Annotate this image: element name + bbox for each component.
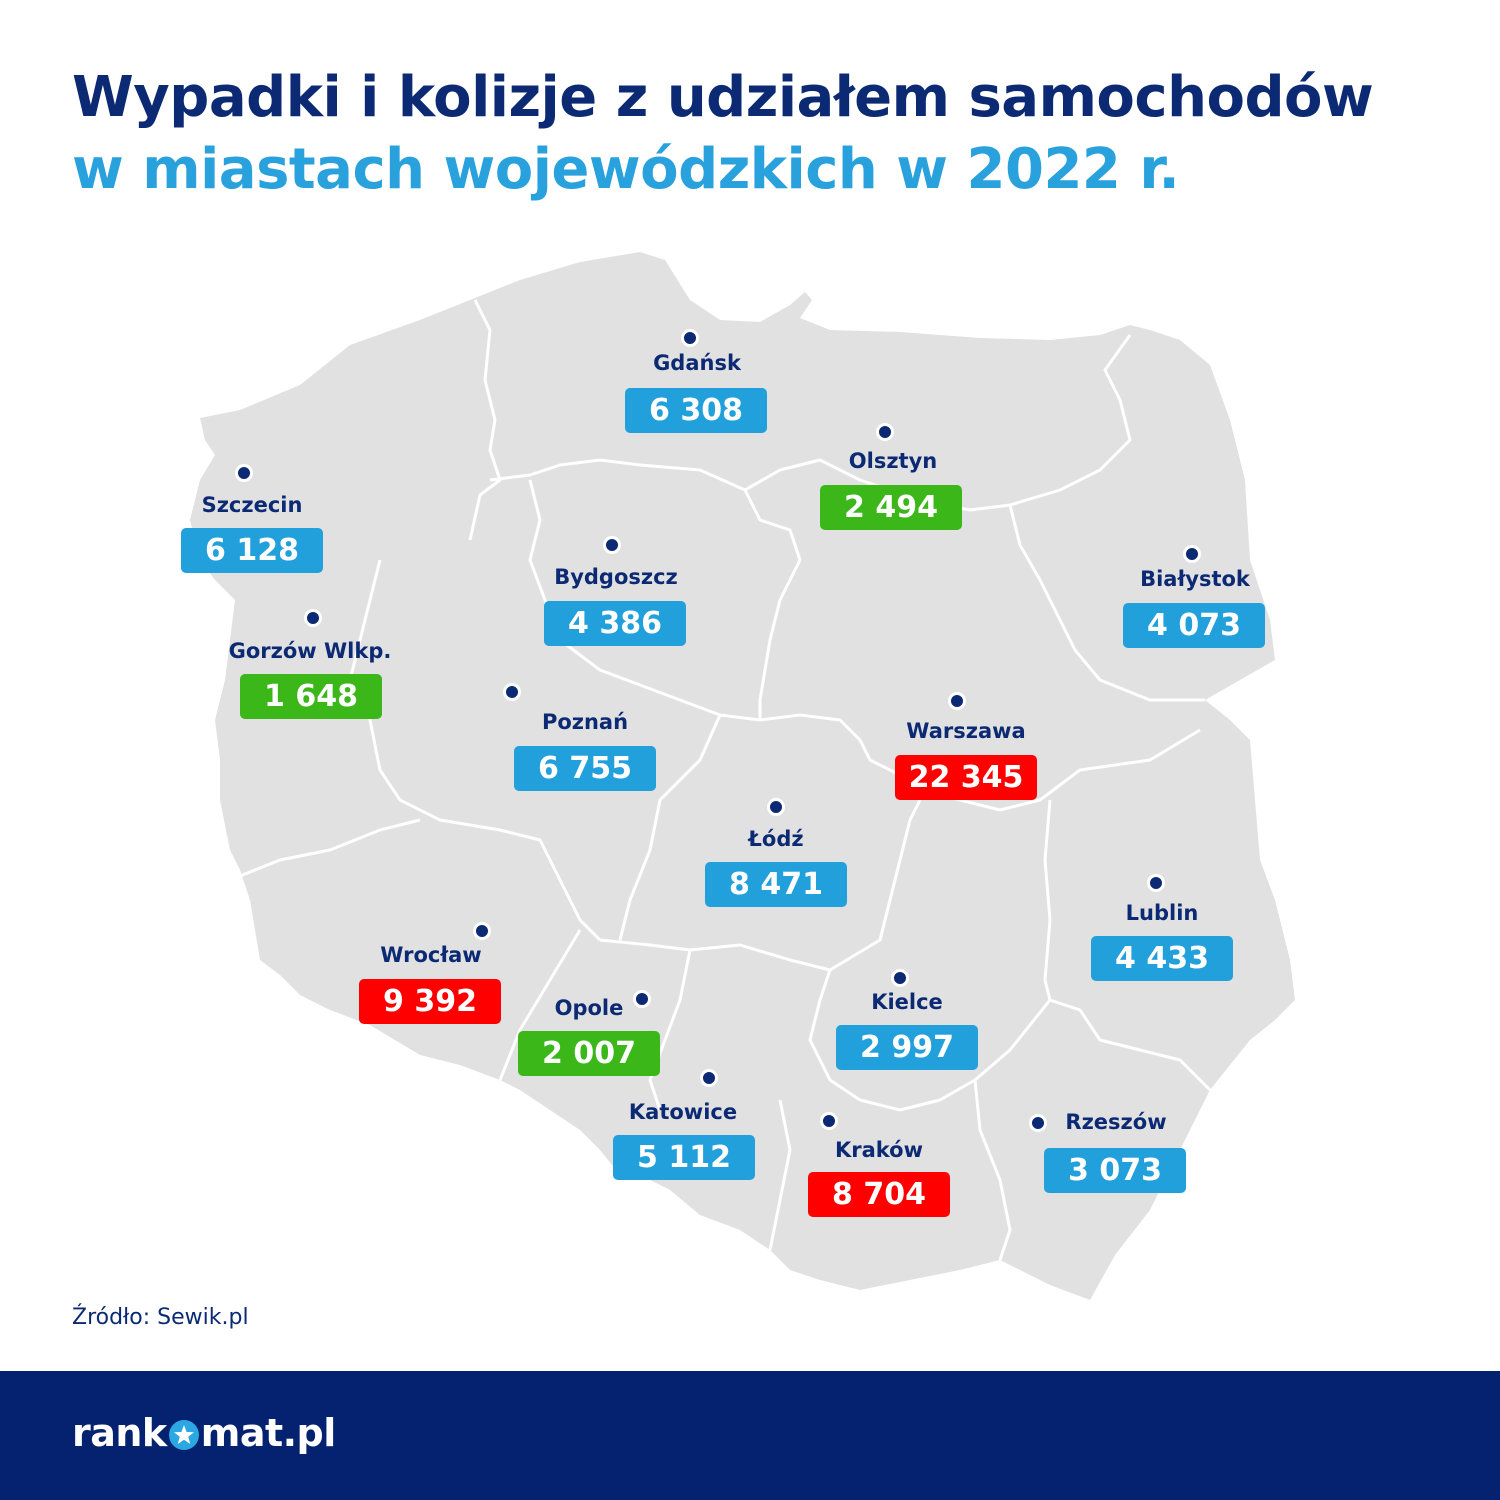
city-name: Gorzów Wlkp. (228, 639, 392, 663)
city-dot-icon (235, 464, 253, 482)
city-name: Kielce (871, 990, 943, 1014)
city-name: Olsztyn (848, 449, 938, 473)
footer-bar: rank mat.pl (0, 1371, 1500, 1500)
city-name: Rzeszów (1065, 1110, 1167, 1134)
voivodeship-borders (229, 299, 1212, 1261)
city-dot-icon (1147, 874, 1165, 892)
city-dot-icon (891, 969, 909, 987)
city-value-badge: 9 392 (359, 979, 501, 1024)
city-dot-icon (820, 1112, 838, 1130)
city-value-badge: 2 997 (836, 1025, 978, 1070)
city-dot-icon (603, 536, 621, 554)
logo-text-right: mat.pl (200, 1411, 337, 1455)
star-icon (168, 1420, 199, 1450)
city-name: Bydgoszcz (554, 565, 678, 589)
city-name: Białystok (1140, 567, 1250, 591)
city-value-badge: 2 007 (518, 1031, 660, 1076)
city-value-badge: 1 648 (240, 674, 382, 719)
city-name: Opole (554, 996, 624, 1020)
city-name: Poznań (541, 710, 629, 734)
city-dot-icon (304, 609, 322, 627)
city-value-badge: 8 704 (808, 1172, 950, 1217)
logo-text-left: rank (72, 1411, 167, 1455)
city-value-badge: 2 494 (820, 485, 962, 530)
source-note: Źródło: Sewik.pl (72, 1305, 249, 1330)
city-value-badge: 6 755 (514, 746, 656, 791)
city-value-badge: 4 073 (1123, 603, 1265, 648)
city-value-badge: 22 345 (895, 755, 1037, 800)
city-dot-icon (767, 798, 785, 816)
city-value-badge: 5 112 (613, 1135, 755, 1180)
city-name: Kraków (834, 1138, 924, 1162)
title-line-1: Wypadki i kolizje z udziałem samochodów (72, 65, 1374, 130)
title-line-2: w miastach wojewódzkich w 2022 r. (72, 137, 1180, 202)
infographic-title: Wypadki i kolizje z udziałem samochodów … (72, 62, 1374, 206)
city-dot-icon (633, 990, 651, 1008)
city-name: Gdańsk (653, 351, 741, 375)
city-dot-icon (681, 329, 699, 347)
city-dot-icon (1183, 545, 1201, 563)
city-name: Lublin (1125, 901, 1199, 925)
city-value-badge: 6 128 (181, 528, 323, 573)
city-name: Łódź (748, 827, 804, 851)
city-value-badge: 4 433 (1091, 936, 1233, 981)
city-name: Wrocław (380, 943, 482, 967)
city-value-badge: 3 073 (1044, 1148, 1186, 1193)
city-dot-icon (700, 1069, 718, 1087)
city-name: Katowice (628, 1100, 738, 1124)
city-dot-icon (948, 692, 966, 710)
city-name: Warszawa (906, 719, 1026, 743)
city-dot-icon (876, 423, 894, 441)
city-value-badge: 6 308 (625, 388, 767, 433)
city-dot-icon (503, 683, 521, 701)
rankomat-logo[interactable]: rank mat.pl (72, 1411, 336, 1455)
city-value-badge: 8 471 (705, 862, 847, 907)
city-dot-icon (473, 922, 491, 940)
city-name: Szczecin (201, 493, 303, 517)
city-value-badge: 4 386 (544, 601, 686, 646)
city-dot-icon (1029, 1114, 1047, 1132)
